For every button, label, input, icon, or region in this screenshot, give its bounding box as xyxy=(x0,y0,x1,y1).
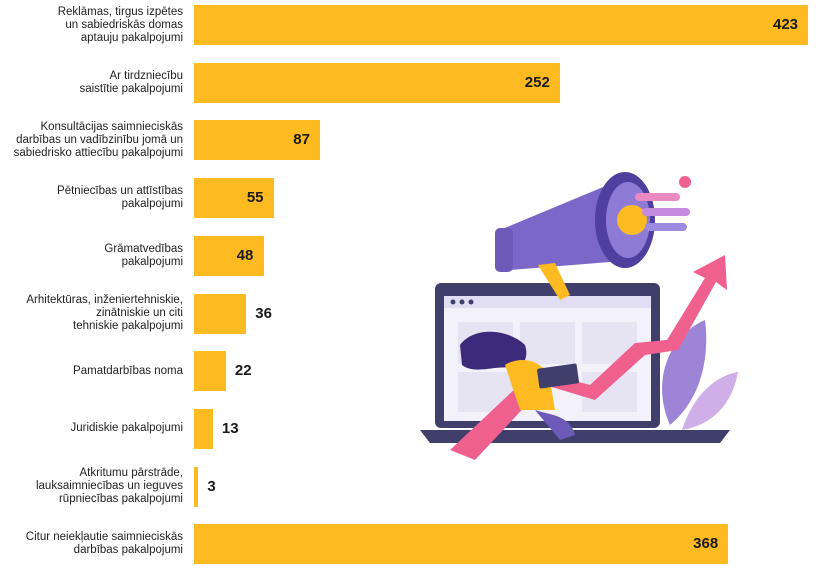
growth-arrow xyxy=(450,255,727,460)
category-label-line: zinātniskie un citi xyxy=(96,307,183,319)
category-label-line: lauksaimniecības un ieguves xyxy=(35,480,183,493)
person-laptop xyxy=(537,363,579,389)
category-label-line: pakalpojumi xyxy=(121,255,183,268)
value-label: 22 xyxy=(234,362,252,380)
category-label-line: Citur neiekļautie saimnieciskās xyxy=(25,531,183,544)
category-label: Pamatdarbības noma xyxy=(0,351,183,391)
value-label: 36 xyxy=(255,304,272,322)
megaphone-laptop-growth-illustration xyxy=(420,172,738,460)
category-label-line: Reklāmas, tirgus izpētes xyxy=(57,5,183,18)
category-label-line: saistītie pakalpojumi xyxy=(79,82,183,95)
category-label-line: Ar tirdzniecību xyxy=(109,69,183,82)
category-label-line: Atkritumu pārstrāde, xyxy=(79,467,183,480)
megaphone-handle xyxy=(538,263,570,300)
bar xyxy=(194,178,274,219)
bar xyxy=(194,5,808,45)
category-label-line: un sabiedriskās domas xyxy=(65,18,183,31)
category-label-line: sabiedrisko attiecību pakalpojumi xyxy=(13,146,183,159)
leaf-shape xyxy=(682,372,738,430)
category-label-line: pakalpojumi xyxy=(121,198,183,211)
leaf-shape xyxy=(662,320,707,425)
value-label: 252 xyxy=(524,73,550,91)
bar xyxy=(194,524,729,565)
category-label-line: rūpniecības pakalpojumi xyxy=(58,493,183,506)
bar xyxy=(194,466,199,507)
bar xyxy=(194,62,560,103)
category-label-line: tehniskie pakalpojumi xyxy=(73,320,183,332)
bar xyxy=(194,235,264,276)
category-label-line: Konsultācijas saimnieciskās xyxy=(40,120,183,133)
bar xyxy=(194,351,226,392)
category-label: Grāmatvedības pakalpojumi xyxy=(0,236,183,276)
bar xyxy=(194,293,247,334)
value-label: 3 xyxy=(207,477,216,495)
category-label-line: Grāmatvedības xyxy=(104,242,183,255)
category-label: Ar tirdzniecību saistītie pakalpojumi xyxy=(0,63,183,103)
category-label-line: Pētniecības un attīstības xyxy=(57,185,183,198)
value-label: 13 xyxy=(221,419,239,437)
bar xyxy=(194,408,213,449)
category-label: Arhitektūras, inženiertehniskie, zinātnis… xyxy=(0,294,183,334)
category-label-line: Pamatdarbības noma xyxy=(73,364,183,377)
value-label: 87 xyxy=(293,131,310,149)
sound-dot xyxy=(679,176,691,188)
value-label: 423 xyxy=(773,16,799,33)
value-label: 368 xyxy=(693,535,719,553)
person-hair xyxy=(460,331,527,370)
category-label: Reklāmas, tirgus izpētes un sabiedriskās … xyxy=(0,5,183,45)
category-label: Konsultācijas saimnieciskās darbības un v… xyxy=(0,120,183,160)
category-label: Atkritumu pārstrāde, lauksaimniecības un … xyxy=(0,467,183,507)
category-label: Juridiskie pakalpojumi xyxy=(0,409,184,449)
sound-line xyxy=(645,223,687,231)
category-label: Pētniecības un attīstības pakalpojumi xyxy=(0,178,183,218)
sound-line xyxy=(635,193,680,201)
category-label-line: Arhitektūras, inženiertehniskie, xyxy=(26,294,183,306)
category-label: Citur neiekļautie saimnieciskās darbības … xyxy=(0,524,183,564)
category-label-line: darbības un vadībzinību jomā un xyxy=(16,133,183,146)
bar xyxy=(194,120,321,161)
category-label-line: aptauju pakalpojumi xyxy=(80,31,183,44)
category-label-line: Juridiskie pakalpojumi xyxy=(70,422,184,435)
value-label: 48 xyxy=(236,246,254,264)
value-label: 55 xyxy=(246,189,264,207)
category-label-line: darbības pakalpojumi xyxy=(73,544,183,557)
sound-line xyxy=(642,208,690,216)
